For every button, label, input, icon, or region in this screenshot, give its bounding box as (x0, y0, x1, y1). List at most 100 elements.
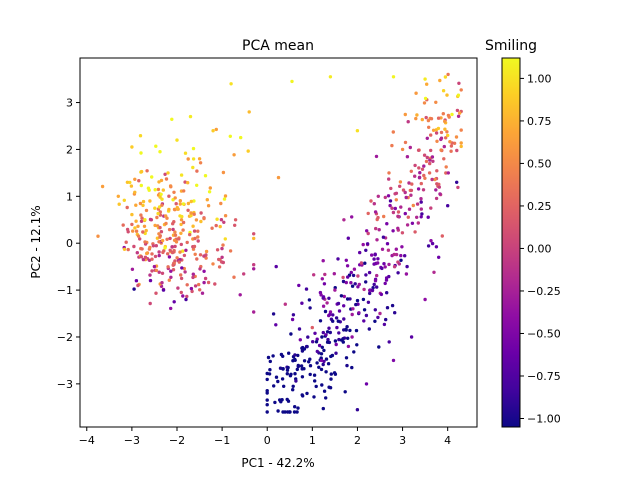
scatter-point (418, 171, 422, 175)
scatter-point (364, 313, 369, 318)
scatter-points (96, 72, 463, 414)
scatter-point (177, 237, 181, 241)
scatter-point (446, 171, 450, 175)
scatter-point (158, 195, 162, 199)
scatter-point (400, 147, 405, 152)
scatter-point (361, 242, 365, 247)
scatter-point (422, 153, 427, 157)
y-tick-label: 1 (66, 190, 73, 203)
scatter-point (366, 211, 370, 216)
scatter-point (285, 372, 289, 376)
scatter-point (158, 225, 162, 230)
scatter-point (376, 215, 380, 220)
scatter-point (328, 330, 332, 335)
scatter-point (382, 322, 387, 327)
scatter-point (295, 410, 299, 414)
scatter-point (157, 270, 161, 274)
scatter-point (300, 375, 305, 379)
scatter-point (315, 361, 319, 365)
scatter-point (459, 88, 463, 92)
scatter-point (300, 393, 304, 397)
scatter-point (337, 331, 341, 335)
scatter-point (265, 410, 269, 414)
scatter-point (443, 119, 447, 124)
scatter-point (434, 196, 439, 201)
scatter-point (159, 192, 163, 196)
scatter-point (384, 317, 388, 322)
scatter-point (148, 199, 152, 203)
scatter-point (165, 216, 169, 220)
scatter-point (367, 327, 371, 331)
scatter-point (437, 185, 441, 189)
scatter-point (197, 282, 201, 287)
y-tick-label: −1 (57, 284, 73, 297)
scatter-point (134, 219, 138, 223)
scatter-point (183, 180, 187, 184)
scatter-point (211, 262, 215, 266)
scatter-point (401, 188, 406, 192)
scatter-point (378, 311, 382, 316)
scatter-point (194, 218, 199, 222)
scatter-point (310, 325, 314, 330)
scatter-point (192, 212, 196, 216)
scatter-point (202, 280, 206, 285)
scatter-point (387, 340, 391, 344)
scatter-point (297, 327, 302, 331)
scatter-point (403, 140, 408, 145)
scatter-point (430, 241, 435, 246)
scatter-point (352, 267, 357, 271)
scatter-point (271, 354, 275, 358)
scatter-point (446, 133, 450, 138)
y-tick-label: −3 (57, 378, 73, 391)
scatter-point (232, 275, 236, 279)
scatter-point (247, 110, 251, 114)
scatter-point (274, 264, 278, 269)
scatter-point (434, 188, 438, 192)
scatter-point (410, 182, 414, 186)
scatter-point (122, 247, 127, 251)
scatter-point (425, 155, 429, 160)
scatter-point (145, 251, 149, 256)
scatter-point (390, 206, 394, 210)
scatter-point (312, 395, 316, 399)
scatter-point (324, 396, 328, 400)
scatter-point (174, 240, 179, 244)
scatter-point (403, 112, 407, 117)
scatter-point (445, 130, 449, 134)
scatter-point (444, 165, 448, 169)
scatter-point (213, 282, 217, 286)
scatter-point (331, 319, 335, 323)
scatter-point (459, 144, 463, 149)
scatter-point (222, 197, 227, 201)
scatter-point (327, 296, 331, 300)
scatter-point (352, 350, 356, 354)
scatter-point (350, 284, 355, 288)
scatter-point (400, 245, 404, 249)
scatter-point (296, 406, 300, 410)
scatter-point (181, 228, 185, 232)
scatter-point (355, 129, 360, 133)
scatter-point (181, 249, 185, 253)
scatter-point (351, 307, 355, 311)
scatter-point (423, 297, 427, 302)
scatter-point (429, 239, 433, 243)
scatter-point (429, 206, 433, 210)
scatter-point (178, 202, 182, 206)
scatter-point (373, 308, 377, 312)
scatter-point (376, 257, 380, 261)
scatter-point (399, 253, 403, 258)
scatter-point (158, 150, 162, 154)
scatter-point (223, 194, 228, 198)
scatter-point (346, 344, 351, 349)
scatter-point (181, 294, 185, 298)
scatter-point (172, 300, 176, 304)
scatter-point (449, 144, 454, 148)
scatter-point (246, 149, 250, 153)
scatter-point (154, 291, 158, 295)
scatter-point (391, 75, 396, 79)
scatter-point (387, 262, 391, 267)
scatter-point (252, 232, 256, 236)
colorbar-tick-label: 0.75 (527, 115, 552, 128)
scatter-point (125, 180, 130, 184)
scatter-point (172, 207, 177, 212)
